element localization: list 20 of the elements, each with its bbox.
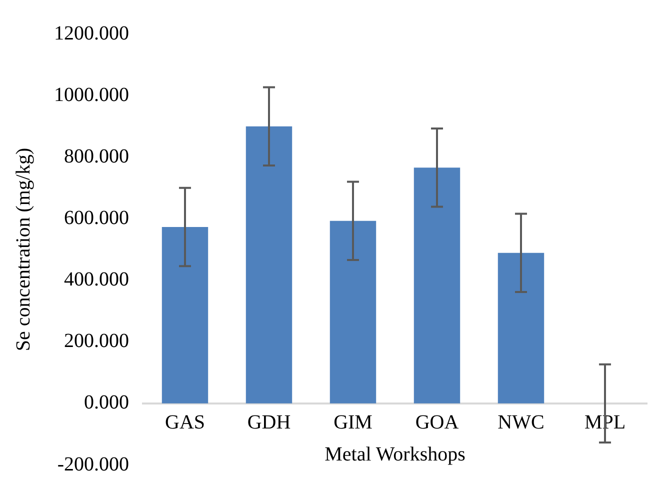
x-axis-title: Metal Workshops [324, 444, 466, 466]
x-tick-label: GDH [247, 412, 291, 434]
bar [498, 252, 544, 404]
x-tick-label: GIM [334, 412, 373, 434]
x-tick-label: GOA [415, 412, 460, 434]
y-tick-label: 1200.000 [54, 22, 129, 44]
x-tick-label: NWC [498, 412, 544, 434]
y-tick-label: 1000.000 [54, 84, 129, 106]
y-tick-label: 800.000 [64, 145, 129, 168]
y-tick-label: 0.000 [84, 392, 129, 414]
bar [330, 220, 376, 404]
bar [162, 227, 208, 404]
y-tick-label: 400.000 [64, 268, 129, 291]
x-tick-label: GAS [164, 412, 206, 434]
bar [246, 126, 292, 404]
y-tick-label: 600.000 [64, 206, 129, 229]
y-tick-label: -200.000 [57, 453, 129, 476]
y-axis-title: Se concentration (mg/kg) [12, 148, 34, 352]
y-tick-label: 200.000 [64, 330, 129, 352]
bar [414, 168, 460, 404]
